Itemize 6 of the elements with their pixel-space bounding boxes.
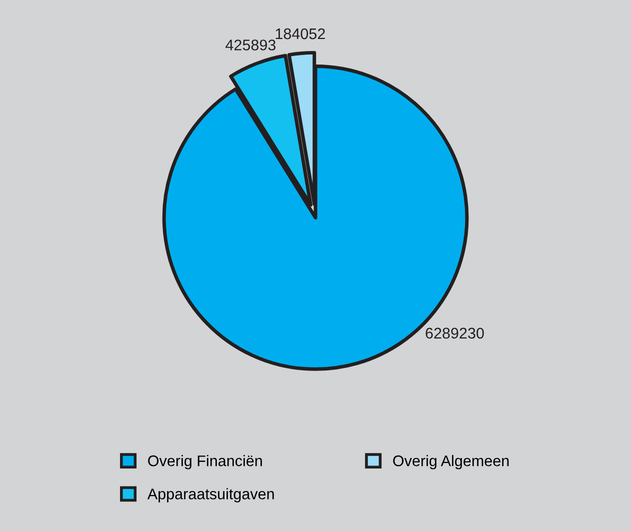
legend-label: Apparaatsuitgaven — [147, 488, 274, 502]
data-label: 6289230 — [426, 328, 484, 339]
data-label: 184052 — [276, 28, 325, 40]
legend-label: Overig Algemeen — [393, 455, 509, 470]
legend-label: Overig Financiën — [148, 455, 262, 470]
data-label: 425893 — [226, 40, 276, 50]
